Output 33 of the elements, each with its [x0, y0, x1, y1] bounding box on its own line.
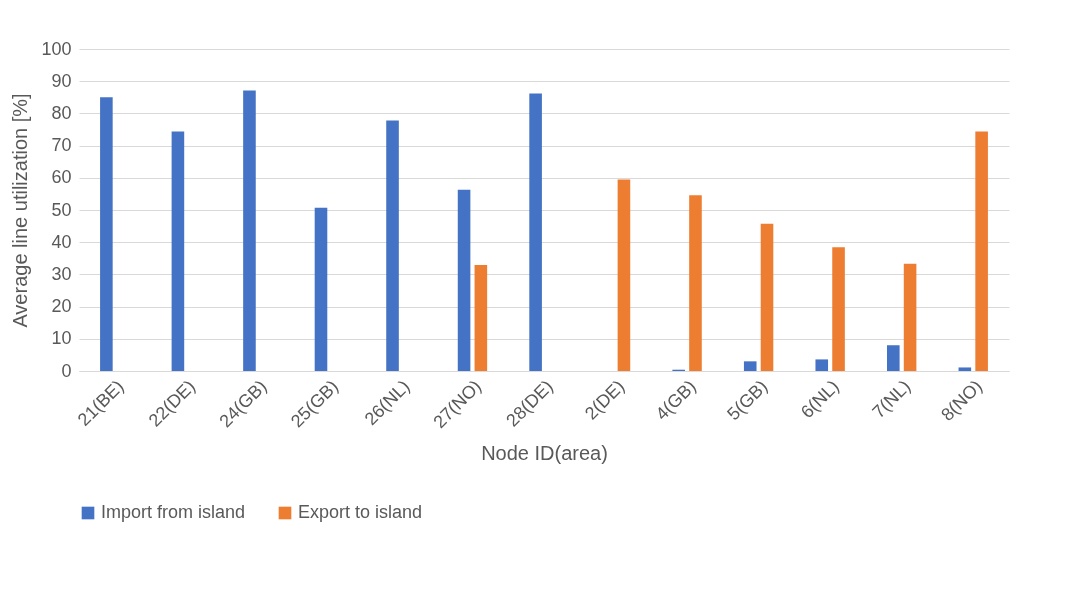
y-axis-title: Average line utilization [%]	[9, 93, 32, 328]
y-tick-label: 50	[51, 199, 72, 220]
bar	[743, 361, 757, 371]
bar	[314, 207, 328, 371]
bar	[689, 195, 702, 371]
bar	[529, 93, 542, 371]
bar	[474, 265, 488, 371]
y-tick-label: 40	[51, 231, 72, 252]
legend-label: Export to island	[298, 502, 423, 522]
bar	[171, 131, 185, 371]
y-tick-label: 60	[51, 167, 72, 188]
y-tick-label: 80	[51, 102, 72, 123]
bar	[887, 345, 900, 371]
bar	[958, 367, 972, 371]
bar	[975, 131, 988, 371]
bar	[617, 179, 631, 371]
x-axis-title: Node ID(area)	[481, 441, 608, 464]
bar	[457, 189, 471, 371]
y-tick-label: 100	[41, 38, 72, 59]
bar	[386, 120, 399, 371]
y-tick-label: 20	[51, 296, 72, 317]
bar	[815, 359, 829, 371]
legend-label: Import from island	[101, 502, 246, 522]
bar	[100, 97, 113, 371]
y-tick-label: 30	[51, 263, 72, 284]
y-tick-label: 10	[51, 328, 72, 349]
y-tick-label: 90	[51, 70, 72, 91]
bar	[903, 263, 917, 371]
bar	[760, 223, 774, 371]
bar	[832, 247, 845, 371]
y-tick-label: 0	[61, 360, 72, 381]
y-tick-label: 70	[51, 135, 72, 156]
bar	[243, 90, 256, 371]
